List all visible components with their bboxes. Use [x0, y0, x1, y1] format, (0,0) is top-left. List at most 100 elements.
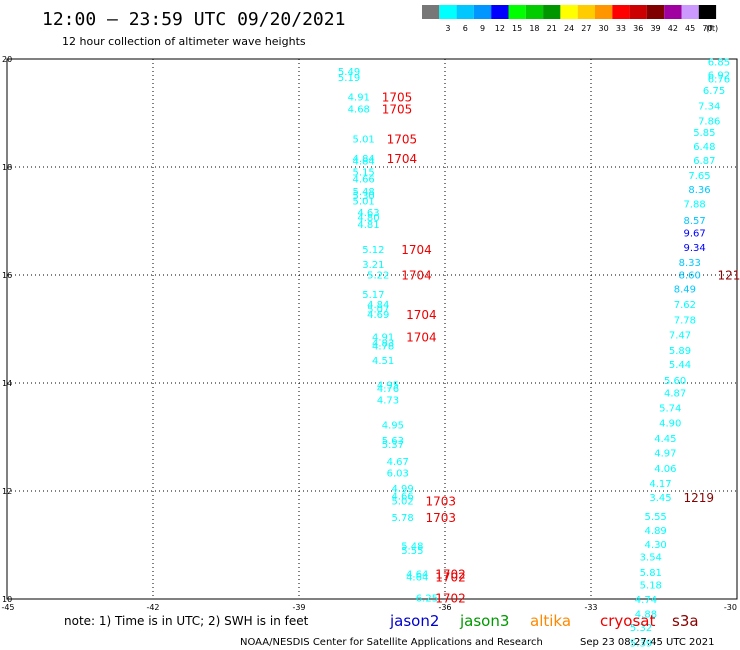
- legend-swatch: [646, 5, 665, 19]
- wave-height-value: 4.97: [654, 449, 676, 460]
- wave-height-value: 6.75: [703, 86, 725, 97]
- x-tick-label: -36: [438, 603, 451, 612]
- wave-height-value: 5.07: [367, 304, 389, 315]
- wave-height-value: 5.49: [338, 67, 360, 78]
- wave-height-value: 7.78: [674, 315, 696, 326]
- legend-label: 18: [529, 24, 539, 33]
- wave-height-value: 4.95: [382, 421, 404, 432]
- legend-label: 30: [599, 24, 609, 33]
- legend-swatch: [525, 5, 544, 19]
- wave-height-value: 9.67: [683, 228, 705, 239]
- wave-height-value: 4.83: [372, 339, 394, 350]
- legend-swatch: [491, 5, 509, 19]
- wave-height-value: 4.76: [377, 384, 399, 395]
- wave-height-value: 4.99: [391, 484, 413, 495]
- wave-height-value: 6.25: [416, 593, 438, 604]
- legend-label: 39: [650, 24, 660, 33]
- wave-height-value: 5.55: [645, 512, 667, 523]
- wave-height-value: 4.51: [372, 356, 394, 367]
- pass-number: 1218: [718, 268, 740, 282]
- legend-swatch: [664, 5, 682, 19]
- pass-number: 1704: [401, 268, 432, 282]
- satellite-label: jason2: [389, 612, 439, 630]
- wave-height-value: 4.17: [649, 479, 671, 490]
- wave-height-value: 6.48: [693, 142, 715, 153]
- legend-swatch: [577, 5, 595, 19]
- legend-label: 24: [564, 24, 574, 33]
- wave-height-value: 7.88: [683, 200, 705, 211]
- pass-number-labels: 1705170517051704170417041704170417031703…: [382, 90, 740, 605]
- pass-number: 1219: [683, 491, 714, 505]
- wave-height-value: 7.62: [674, 300, 696, 311]
- wave-height-value: 5.19: [338, 73, 360, 84]
- pass-number: 1702: [435, 570, 466, 584]
- legend-label: 21: [547, 24, 557, 33]
- wave-height-value: 4.74: [635, 595, 657, 606]
- footnote: note: 1) Time is in UTC; 2) SWH is in fe…: [64, 614, 309, 628]
- wave-height-value: 6.87: [693, 156, 715, 167]
- wave-height-value: 5.32: [630, 623, 652, 634]
- legend-swatch: [508, 5, 526, 19]
- wave-height-points: 5.495.194.914.685.014.844.845.154.665.48…: [338, 58, 730, 650]
- wave-height-value: 8.33: [679, 258, 701, 269]
- wave-height-value: 5.15: [353, 167, 375, 178]
- x-tick-label: -45: [1, 603, 14, 612]
- y-tick-label: 16: [2, 271, 12, 280]
- wave-height-value: 5.74: [659, 403, 681, 414]
- legend-swatch: [456, 5, 474, 19]
- legend-label: 36: [633, 24, 643, 33]
- wave-height-value: 4.87: [664, 389, 686, 400]
- pass-number: 1704: [406, 308, 437, 322]
- wave-height-value: 4.45: [654, 434, 676, 445]
- wave-height-value: 5.44: [669, 360, 691, 371]
- wave-height-value: 5.63: [382, 436, 404, 447]
- wave-height-value: 5.89: [669, 346, 691, 357]
- legend-swatch: [473, 5, 492, 19]
- pass-number: 1704: [387, 152, 418, 166]
- wave-height-value: 5.12: [362, 245, 384, 256]
- wave-height-value: 4.89: [645, 526, 667, 537]
- color-legend: 3 6 9 12 15 18 21 24 27 30 33 36 39 42 45 70(ft): [422, 5, 718, 33]
- wave-height-value: 5.18: [640, 580, 662, 591]
- legend-label: 3: [445, 24, 450, 33]
- y-tick-label: 14: [2, 379, 12, 388]
- legend-label: 42: [668, 24, 678, 33]
- y-tick-label: 18: [2, 163, 12, 172]
- wave-height-value: 5.17: [362, 290, 384, 301]
- wave-height-value: 5.37: [382, 440, 404, 451]
- pass-number: 1705: [382, 103, 413, 117]
- wave-height-value: 8.36: [688, 185, 710, 196]
- wave-height-value: 5.39: [630, 639, 652, 650]
- x-tick-label: -42: [146, 603, 159, 612]
- pass-number: 1703: [426, 495, 457, 509]
- wave-height-value: 4.90: [659, 418, 681, 429]
- wave-height-value: 4.73: [377, 396, 399, 407]
- wave-height-value: 4.30: [645, 540, 667, 551]
- satellite-label: s3a: [672, 612, 699, 630]
- wave-height-value: 3.21: [362, 260, 384, 271]
- wave-height-value: 5.22: [367, 270, 389, 281]
- wave-height-value: 3.45: [649, 493, 671, 504]
- legend-swatch: [698, 5, 717, 19]
- wave-height-value: 5.48: [353, 187, 375, 198]
- legend-swatch: [560, 5, 578, 19]
- legend-label: 27: [581, 24, 591, 33]
- wave-height-value: 4.66: [391, 491, 413, 502]
- wave-height-value: 5.30: [353, 191, 375, 202]
- wave-height-value: 5.60: [664, 376, 686, 387]
- legend-swatch: [681, 5, 699, 19]
- wave-height-value: 5.55: [401, 546, 423, 557]
- chart-subtitle: 12 hour collection of altimeter wave hei…: [62, 35, 306, 48]
- wave-height-value: 7.65: [688, 171, 710, 182]
- x-tick-label: -30: [724, 603, 737, 612]
- chart-title: 12:00 – 23:59 UTC 09/20/2021: [42, 9, 345, 30]
- wave-height-value: 4.68: [348, 105, 370, 116]
- legend-swatch: [595, 5, 613, 19]
- wave-height-value: 4.64: [406, 570, 428, 581]
- wave-height-value: 4.64: [406, 572, 428, 583]
- wave-height-value: 5.02: [391, 497, 413, 508]
- x-tick-label: -33: [584, 603, 597, 612]
- legend-label: 45: [685, 24, 695, 33]
- wave-height-value: 8.57: [683, 216, 705, 227]
